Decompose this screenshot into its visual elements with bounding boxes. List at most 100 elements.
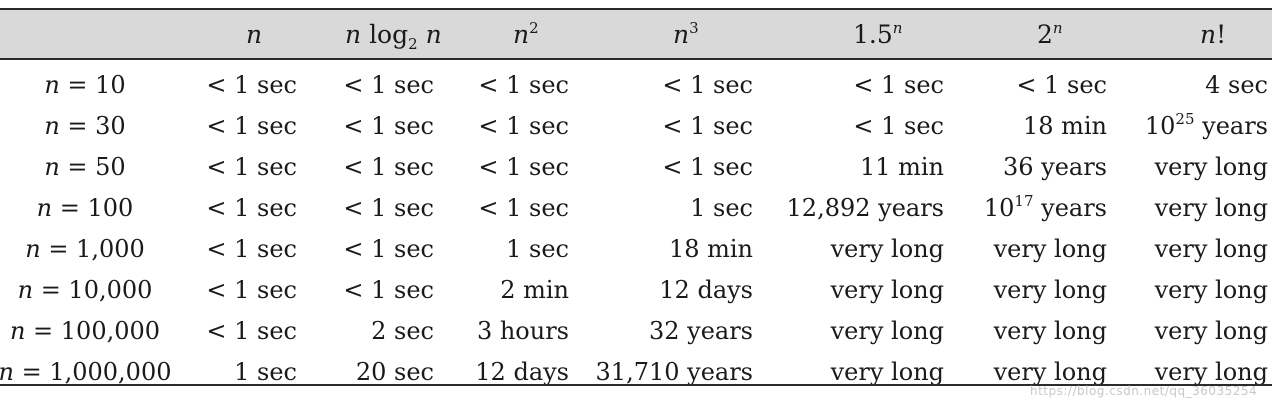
row-label-value: = 100	[52, 194, 134, 222]
row-label-value: = 10,000	[33, 276, 153, 304]
table-cell: < 1 sec	[206, 278, 297, 302]
header-n-cubed-base: n	[673, 20, 690, 49]
table-cell: 1017 years	[983, 194, 1107, 222]
cell-text: < 1 sec	[478, 153, 569, 181]
table-cell: very long	[994, 237, 1107, 261]
cell-text: 3 hours	[476, 317, 569, 345]
cell-text: 31,710 years	[595, 358, 753, 386]
cell-text: very long	[993, 358, 1107, 386]
cell-text: 36 years	[1002, 153, 1107, 181]
row-label-var: n	[9, 317, 26, 345]
header-1-5-pow-n: 1.5n	[853, 20, 902, 49]
cell-text: < 1 sec	[343, 235, 434, 263]
cell-power-base: 10	[983, 194, 1015, 222]
table-top-rule	[0, 8, 1272, 10]
table-bottom-rule	[0, 384, 1272, 386]
cell-text: 1 sec	[506, 235, 569, 263]
table-cell: very long	[994, 319, 1107, 343]
table-cell: very long	[994, 278, 1107, 302]
table-cell: < 1 sec	[206, 237, 297, 261]
cell-text: 11 min	[859, 153, 944, 181]
table-cell: very long	[831, 360, 944, 384]
row-label: n = 1,000,000	[0, 360, 205, 384]
runtime-table: n n log2 n n2 n3 1.5n 2n n!	[0, 8, 1272, 60]
cell-text: very long	[1154, 317, 1268, 345]
cell-power-exp: 25	[1175, 110, 1195, 128]
table-cell: < 1 sec	[343, 278, 434, 302]
cell-text: very long	[830, 235, 944, 263]
table-cell: 18 min	[1023, 114, 1107, 138]
table-cell: 31,710 years	[596, 360, 753, 384]
cell-text: 1 sec	[690, 194, 753, 222]
table-cell: 20 sec	[356, 360, 434, 384]
row-label-var: n	[44, 153, 60, 181]
cell-text: < 1 sec	[206, 276, 297, 304]
row-label-value: = 30	[59, 112, 126, 140]
table-cell: < 1 sec	[343, 114, 434, 138]
table-cell: 1025 years	[1145, 112, 1268, 140]
table-cell: very long	[994, 360, 1107, 384]
table-cell: < 1 sec	[343, 196, 434, 220]
table-cell: < 1 sec	[343, 237, 434, 261]
row-label: n = 10	[0, 73, 205, 97]
cell-text: < 1 sec	[478, 194, 569, 222]
table-cell: 36 years	[1003, 155, 1107, 179]
table-cell: 4 sec	[1205, 73, 1268, 97]
cell-unit: years	[1194, 112, 1268, 140]
row-label-value: = 100,000	[25, 317, 161, 345]
table-cell: < 1 sec	[478, 196, 569, 220]
cell-text: 12,892 years	[786, 194, 944, 222]
table-header-rule	[0, 58, 1272, 60]
table-cell: 12 days	[659, 278, 753, 302]
table-cell: < 1 sec	[206, 114, 297, 138]
cell-text: 2 min	[500, 276, 569, 304]
cell-power-exp: 17	[1014, 192, 1034, 210]
table-cell: 1 sec	[234, 360, 297, 384]
table-cell: < 1 sec	[343, 73, 434, 97]
cell-text: very long	[993, 317, 1107, 345]
cell-text: 12 days	[659, 276, 753, 304]
header-nlogn-sub: 2	[408, 35, 418, 53]
table-cell: < 1 sec	[1016, 73, 1107, 97]
cell-text: < 1 sec	[343, 194, 434, 222]
row-label: n = 100,000	[0, 319, 205, 343]
table-cell: < 1 sec	[206, 196, 297, 220]
header-nlogn: n log2 n	[345, 20, 442, 52]
table-cell: very long	[831, 278, 944, 302]
table-cell: < 1 sec	[662, 155, 753, 179]
table-cell: 12,892 years	[787, 196, 944, 220]
table-cell: very long	[831, 237, 944, 261]
cell-text: 12 days	[475, 358, 569, 386]
header-nlogn-var2: n	[425, 20, 442, 49]
header-1-5-base: 1.5	[853, 20, 893, 49]
header-2-pow-n: 2n	[1037, 21, 1063, 48]
table-cell: < 1 sec	[853, 73, 944, 97]
table-cell: 18 min	[669, 237, 753, 261]
row-label-value: = 50	[59, 153, 126, 181]
table-header-row: n n log2 n n2 n3 1.5n 2n n!	[0, 10, 1272, 58]
cell-text: < 1 sec	[206, 317, 297, 345]
cell-text: < 1 sec	[478, 112, 569, 140]
cell-text: 32 years	[648, 317, 753, 345]
cell-text: very long	[993, 276, 1107, 304]
cell-text: < 1 sec	[206, 71, 297, 99]
header-n: n	[246, 20, 263, 49]
table-cell: 2 sec	[371, 319, 434, 343]
table-cell: < 1 sec	[478, 73, 569, 97]
table-cell: 1 sec	[506, 237, 569, 261]
cell-text: very long	[1154, 153, 1268, 181]
cell-text: < 1 sec	[206, 235, 297, 263]
watermark-text: https://blog.csdn.net/qq_36035254	[1030, 384, 1258, 398]
row-label: n = 10,000	[0, 278, 205, 302]
header-n-factorial: n!	[1200, 20, 1226, 49]
cell-text: < 1 sec	[343, 276, 434, 304]
cell-text: < 1 sec	[343, 153, 434, 181]
header-2-exp: n	[1052, 19, 1063, 37]
cell-text: very long	[1154, 276, 1268, 304]
cell-text: 18 min	[668, 235, 753, 263]
row-label-value: = 1,000,000	[13, 358, 172, 386]
row-label-var: n	[17, 276, 34, 304]
table-cell: < 1 sec	[853, 114, 944, 138]
cell-text: < 1 sec	[206, 153, 297, 181]
header-n-factorial-var: n	[1200, 20, 1217, 49]
